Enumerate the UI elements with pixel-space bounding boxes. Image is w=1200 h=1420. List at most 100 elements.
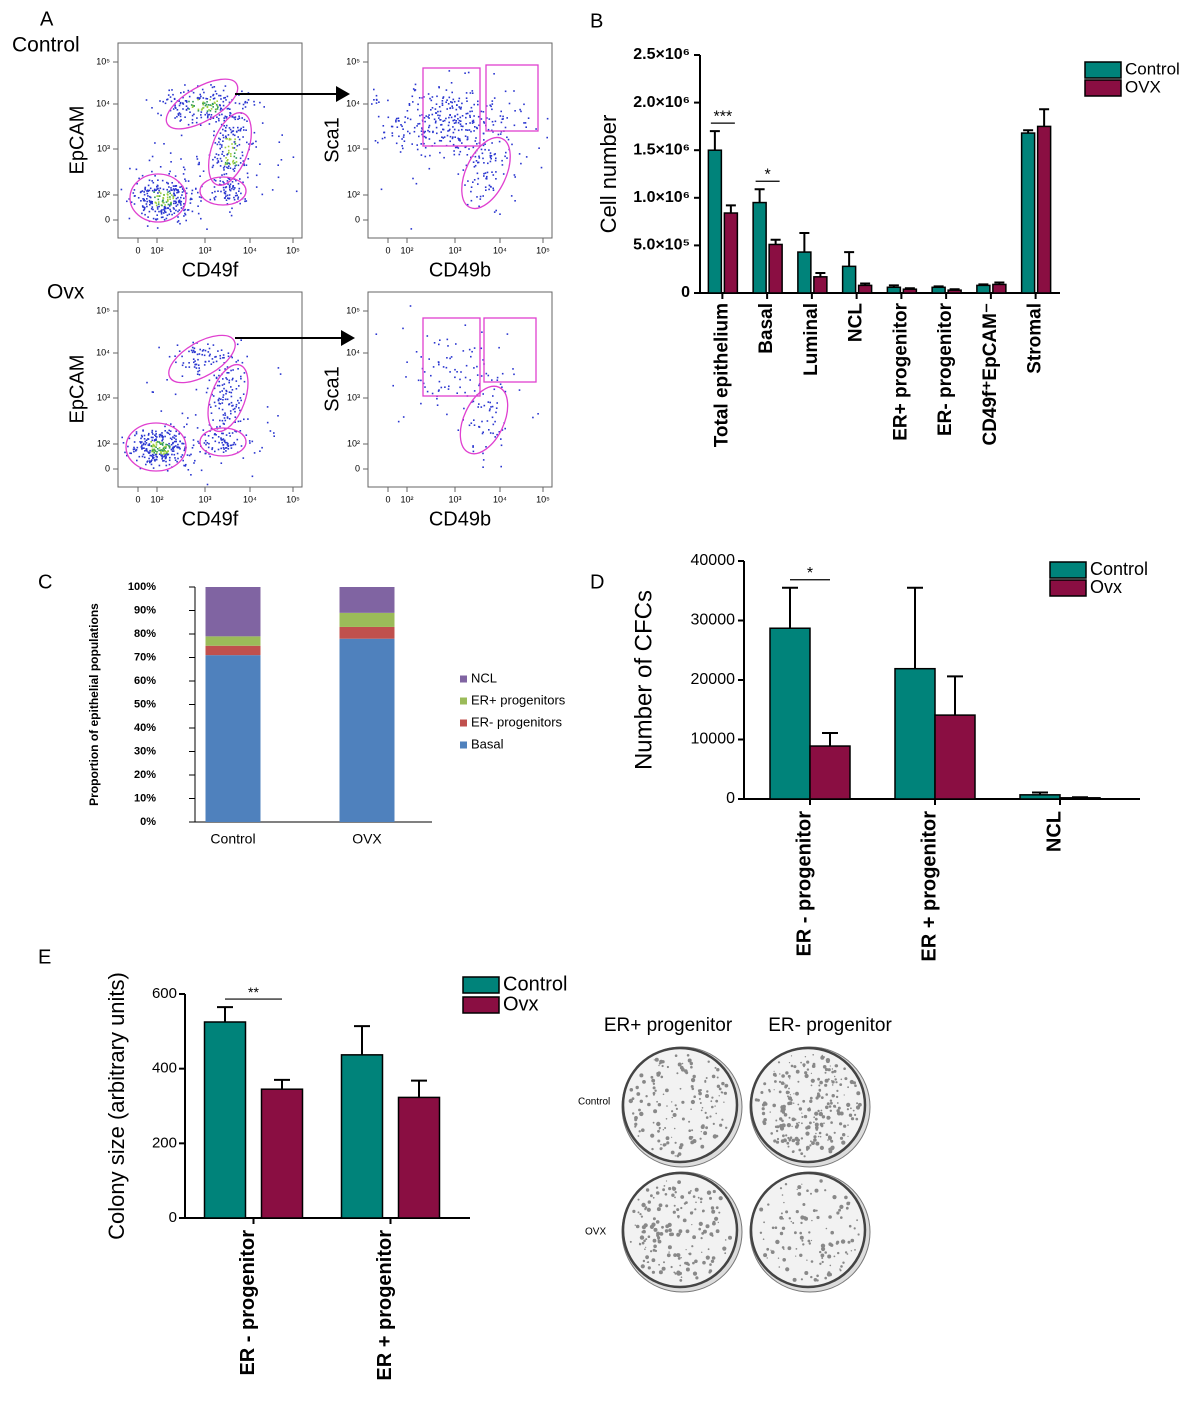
event-dot [188, 362, 190, 364]
event-dot [221, 144, 223, 146]
colony [839, 1269, 842, 1272]
event-dot [473, 367, 475, 369]
event-dot [230, 412, 232, 415]
event-dot [154, 445, 156, 448]
event-dot [231, 130, 233, 133]
colony [717, 1221, 719, 1224]
y-tick-label: 10² [347, 189, 360, 199]
event-dot [259, 163, 261, 165]
event-dot [215, 360, 218, 363]
event-dot [222, 394, 225, 396]
y-tick-label: 20% [134, 769, 156, 781]
event-dot [218, 369, 221, 371]
colony [829, 1065, 831, 1067]
event-dot [227, 159, 229, 161]
significance-label: * [765, 166, 771, 183]
event-dot [505, 151, 507, 154]
event-dot [167, 194, 169, 196]
event-dot [183, 203, 185, 205]
event-dot [504, 390, 507, 393]
event-dot [222, 446, 225, 449]
colony [710, 1259, 715, 1264]
event-dot [451, 105, 453, 107]
event-dot [208, 113, 210, 116]
event-dot [244, 198, 246, 200]
event-dot [144, 200, 146, 202]
event-dot [448, 121, 450, 124]
colony [831, 1068, 834, 1070]
event-dot [504, 427, 506, 430]
event-dot [147, 434, 150, 436]
event-dot [143, 456, 146, 459]
colony [784, 1139, 787, 1143]
event-dot [261, 122, 264, 124]
x-tick-label: ER + progenitor [374, 1230, 396, 1381]
y-tick-label: 0 [105, 463, 110, 473]
colony [848, 1224, 852, 1228]
event-dot [179, 115, 182, 118]
event-dot [164, 454, 166, 456]
colony [821, 1115, 826, 1119]
colony [782, 1134, 785, 1138]
event-dot [478, 124, 480, 127]
event-dot [236, 343, 239, 346]
event-dot [454, 376, 456, 379]
event-dot [120, 188, 123, 191]
colony [721, 1091, 724, 1094]
colony [700, 1109, 703, 1112]
event-dot [510, 195, 513, 197]
colony [839, 1111, 844, 1116]
colony [834, 1078, 837, 1081]
event-dot [229, 189, 232, 192]
colony [829, 1109, 832, 1113]
event-dot [483, 122, 486, 124]
event-dot [220, 398, 222, 400]
event-dot [229, 163, 231, 166]
event-dot [474, 164, 477, 167]
colony [810, 1072, 813, 1074]
colony [820, 1124, 824, 1128]
event-dot [456, 392, 458, 394]
colony [629, 1088, 634, 1092]
event-dot [148, 189, 151, 192]
event-dot [150, 436, 153, 439]
event-dot [404, 121, 406, 124]
event-dot [491, 171, 493, 173]
event-dot [153, 456, 155, 459]
colony [641, 1225, 647, 1230]
event-dot [426, 335, 429, 337]
event-dot [187, 180, 190, 182]
event-dot [204, 439, 207, 442]
colony [767, 1203, 770, 1206]
y-tick-label: 2.0×10⁶ [633, 94, 690, 111]
event-dot [474, 140, 477, 142]
event-dot [234, 443, 237, 446]
bar-segment [205, 655, 261, 822]
colony [828, 1215, 832, 1219]
colony [688, 1120, 691, 1123]
x-tick-label: 10² [400, 245, 413, 255]
colony [835, 1095, 839, 1099]
colony [830, 1230, 834, 1235]
event-dot [213, 433, 216, 436]
event-dot [492, 189, 495, 191]
colony [647, 1102, 651, 1107]
event-dot [215, 377, 218, 380]
event-dot [375, 102, 378, 104]
event-dot [446, 357, 448, 359]
event-dot [489, 185, 492, 188]
event-dot [206, 228, 208, 230]
colony [665, 1136, 670, 1141]
colony [644, 1248, 646, 1250]
event-dot [228, 403, 230, 406]
event-dot [203, 442, 206, 444]
event-dot [402, 416, 405, 418]
event-dot [188, 454, 191, 457]
event-dot [136, 446, 139, 449]
event-dot [477, 161, 479, 164]
event-dot [169, 96, 172, 98]
colony [817, 1109, 820, 1113]
event-dot [378, 101, 380, 103]
event-dot [447, 103, 450, 105]
event-dot [156, 206, 159, 208]
